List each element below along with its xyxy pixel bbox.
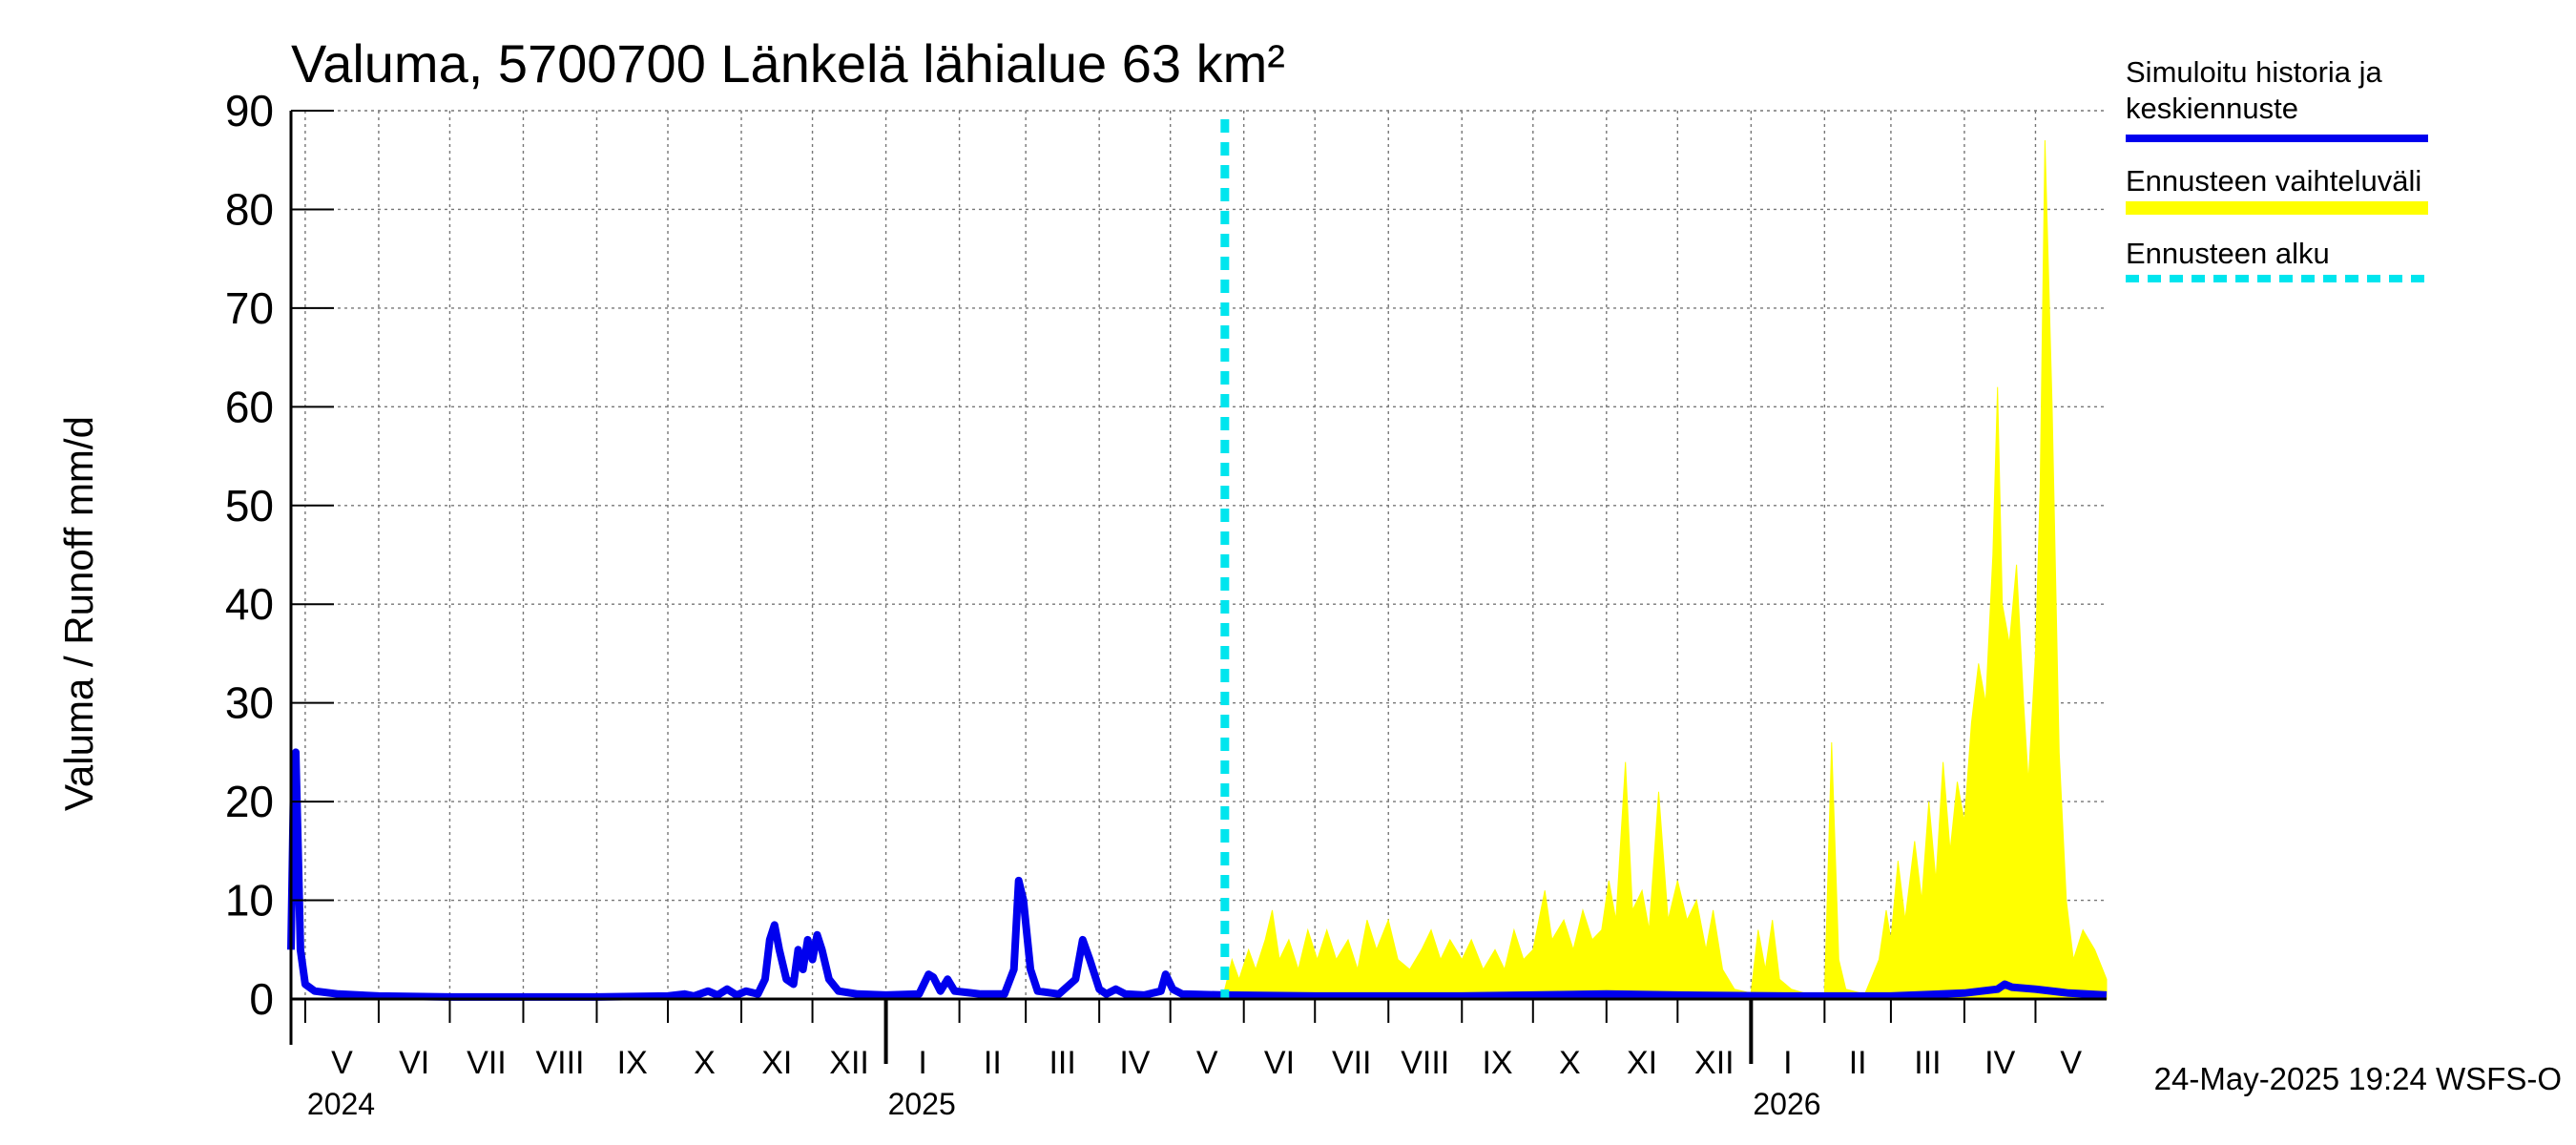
year-label: 2024 [307,1087,375,1121]
legend-label: Ennusteen vaihteluväli [2126,164,2421,198]
y-tick-label: 90 [225,86,274,135]
y-tick-label: 70 [225,283,274,333]
y-tick-label: 60 [225,382,274,431]
month-label: I [918,1045,926,1081]
simulated-history-line [287,748,2108,1001]
chart-title: Valuma, 5700700 Länkelä lähialue 63 km² [291,33,1285,94]
legend-label: Ennusteen alku [2126,237,2330,270]
year-label: 2026 [1753,1087,1820,1121]
forecast-range-area [1224,139,2108,1000]
y-tick-label: 10 [225,876,274,926]
month-label: III [1914,1045,1941,1081]
footer-timestamp: 24-May-2025 19:24 WSFS-O [2154,1061,2562,1096]
month-label: XI [761,1045,792,1081]
month-label: II [1849,1045,1867,1081]
month-label: III [1049,1045,1075,1081]
month-label: IV [1119,1045,1150,1081]
simulated-history-path [287,748,2108,1001]
month-label: V [2060,1045,2082,1081]
y-tick-label: 40 [225,579,274,629]
month-label: VIII [535,1045,584,1081]
grid [291,110,2107,1000]
month-label: XII [829,1045,869,1081]
month-label: I [1783,1045,1792,1081]
month-label: VI [399,1045,429,1081]
y-tick-label: 0 [249,974,274,1024]
month-label: V [1196,1045,1218,1081]
month-label: VI [1264,1045,1295,1081]
y-axis-label: Valuma / Runoff mm/d [56,416,101,811]
month-label: V [331,1045,353,1081]
month-label: VII [1332,1045,1372,1081]
legend-label: Simuloitu historia ja keskiennuste [2126,55,2383,125]
year-label: 2025 [888,1087,956,1121]
month-label: II [984,1045,1002,1081]
month-label: VII [467,1045,507,1081]
month-label: VIII [1401,1045,1449,1081]
month-label: IX [617,1045,648,1081]
legend: Simuloitu historia ja keskiennuste Ennuste… [2126,55,2428,282]
month-label: XI [1627,1045,1657,1081]
month-label: IX [1482,1045,1512,1081]
y-tick-label: 50 [225,481,274,531]
y-tick-label: 80 [225,184,274,234]
month-label: XII [1694,1045,1735,1081]
y-tick-label: 30 [225,678,274,728]
month-label: IV [1984,1045,2015,1081]
month-label: X [694,1045,716,1081]
month-label: X [1559,1045,1581,1081]
forecast-range-fill [1224,139,2108,1000]
y-tick-label: 20 [225,777,274,826]
